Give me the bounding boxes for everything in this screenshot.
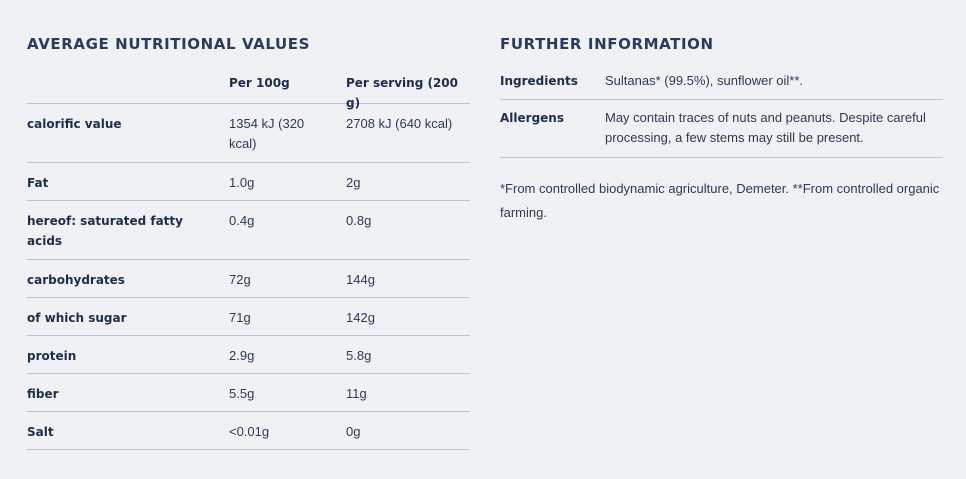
- value-per-serving: 11g: [346, 386, 367, 401]
- value-per-serving: 2g: [346, 175, 361, 190]
- ingredients-label: Ingredients: [500, 74, 578, 88]
- column-header-per-serving: Per serving (200 g): [346, 76, 459, 110]
- nutrient-name: hereof: saturated fatty acids: [27, 214, 183, 248]
- table-row: protein 2.9g 5.8g: [27, 336, 470, 374]
- nutrition-table: Per 100g Per serving (200 g) calorific v…: [27, 63, 470, 450]
- info-row-allergens: Allergens May contain traces of nuts and…: [500, 100, 943, 158]
- table-row: calorific value 1354 kJ (320 kcal) 2708 …: [27, 104, 470, 163]
- value-per-serving: 0g: [346, 424, 361, 439]
- further-info-section-title: FURTHER INFORMATION: [500, 35, 714, 53]
- nutrient-name: carbohydrates: [27, 273, 125, 287]
- table-row: carbohydrates 72g 144g: [27, 260, 470, 298]
- allergens-label: Allergens: [500, 111, 564, 125]
- nutrient-name: of which sugar: [27, 311, 127, 325]
- footnote-text: *From controlled biodynamic agriculture,…: [500, 181, 940, 220]
- value-per-100g: 5.5g: [229, 386, 255, 401]
- value-per-serving: 2708 kJ (640 kcal): [346, 116, 453, 131]
- value-per-serving: 0.8g: [346, 213, 372, 228]
- nutrient-name: protein: [27, 349, 77, 363]
- table-header-row: Per 100g Per serving (200 g): [27, 63, 470, 110]
- table-row: fiber 5.5g 11g: [27, 374, 470, 412]
- value-per-serving: 5.8g: [346, 348, 372, 363]
- value-per-100g: 1354 kJ (320 kcal): [229, 116, 305, 151]
- nutrient-name: Fat: [27, 176, 49, 190]
- value-per-100g: 2.9g: [229, 348, 255, 363]
- value-per-100g: 72g: [229, 272, 251, 287]
- value-per-100g: <0.01g: [229, 424, 270, 439]
- value-per-100g: 71g: [229, 310, 251, 325]
- value-per-100g: 1.0g: [229, 175, 255, 190]
- further-info-table: Ingredients Sultanas* (99.5%), sunflower…: [500, 63, 943, 158]
- nutrition-section-title: AVERAGE NUTRITIONAL VALUES: [27, 35, 311, 53]
- value-per-serving: 144g: [346, 272, 375, 287]
- value-per-serving: 142g: [346, 310, 375, 325]
- table-row: hereof: saturated fatty acids 0.4g 0.8g: [27, 201, 470, 260]
- nutrient-name: Salt: [27, 425, 54, 439]
- value-per-100g: 0.4g: [229, 213, 255, 228]
- ingredients-value: Sultanas* (99.5%), sunflower oil**.: [605, 73, 803, 88]
- allergens-value: May contain traces of nuts and peanuts. …: [605, 110, 926, 145]
- table-row: of which sugar 71g 142g: [27, 298, 470, 336]
- info-row-ingredients: Ingredients Sultanas* (99.5%), sunflower…: [500, 63, 943, 100]
- table-row: Salt <0.01g 0g: [27, 412, 470, 450]
- column-header-per-100g: Per 100g: [229, 76, 290, 90]
- table-row: Fat 1.0g 2g: [27, 163, 470, 201]
- nutrient-name: calorific value: [27, 117, 122, 131]
- nutrient-name: fiber: [27, 387, 59, 401]
